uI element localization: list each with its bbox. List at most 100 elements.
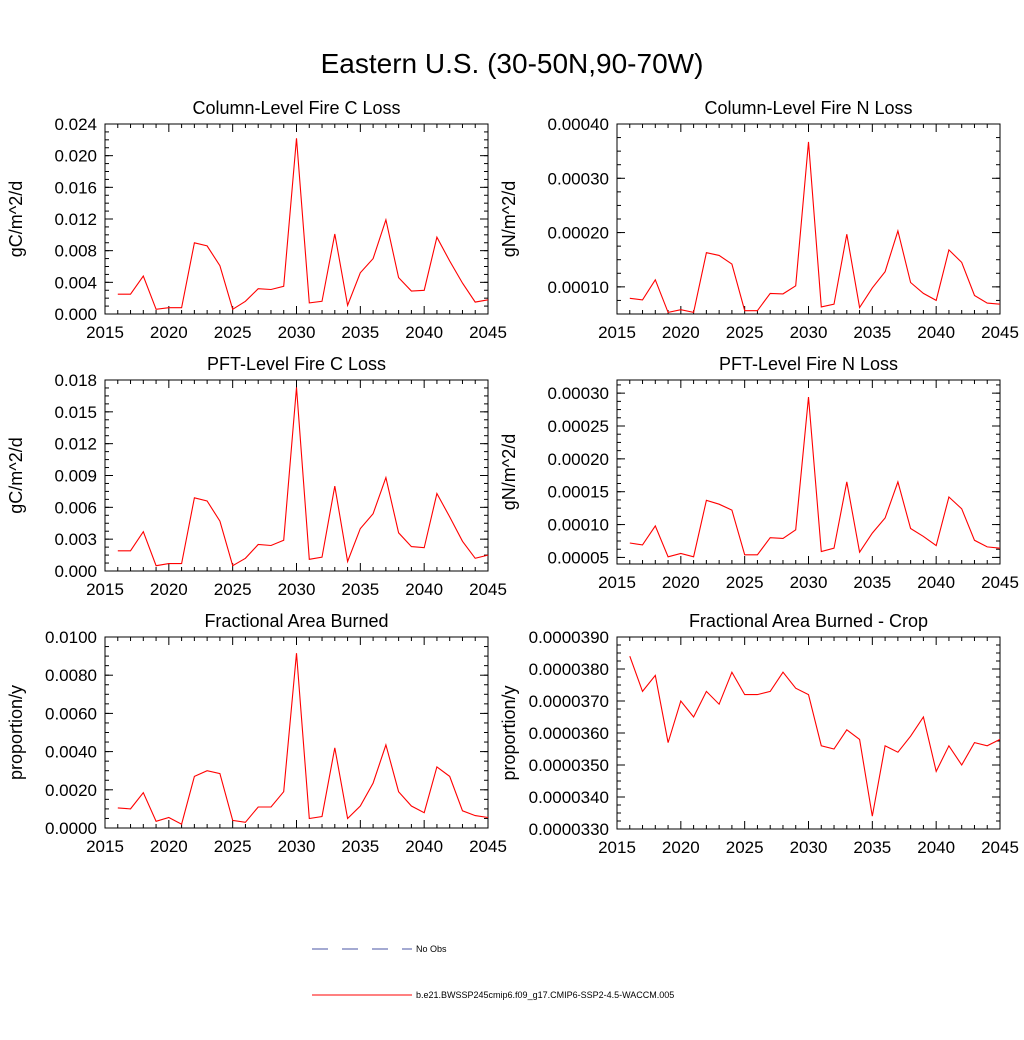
x-tick-label: 2040 — [405, 580, 443, 599]
y-tick-label: 0.012 — [54, 210, 97, 229]
plot-frame — [104, 123, 489, 315]
chart-title: Fractional Area Burned - Crop — [689, 611, 928, 631]
x-tick-label: 2020 — [662, 323, 700, 342]
plot-frame — [616, 379, 1001, 565]
x-tick-label: 2015 — [598, 323, 636, 342]
chart-title: PFT-Level Fire C Loss — [207, 354, 386, 374]
y-tick-label: 0.00030 — [548, 169, 609, 188]
y-tick-label: 0.0000360 — [529, 724, 609, 743]
plot-frame — [616, 123, 1001, 315]
y-tick-label: 0.0100 — [45, 628, 97, 647]
chart-panel-pft-fire-c-loss: 2015 2020 2025 2030 2035 2040 2045 0.000 0.003 0.… — [6, 354, 507, 599]
x-tick-label: 2035 — [341, 323, 379, 342]
x-tick-label: 2020 — [150, 580, 188, 599]
x-tick-label: 2015 — [86, 837, 124, 856]
y-axis-label: gC/m^2/d — [6, 437, 26, 513]
x-tick-label: 2020 — [150, 323, 188, 342]
legend-label-series: b.e21.BWSSP245cmip6.f09_g17.CMIP6-SSP2-4… — [416, 990, 674, 1000]
main-title: Eastern U.S. (30-50N,90-70W) — [320, 48, 704, 79]
y-tick-label: 0.00020 — [548, 450, 609, 469]
y-tick-label: 0.00005 — [548, 548, 609, 567]
y-axis-label: proportion/y — [6, 685, 26, 780]
chart-title: Column-Level Fire C Loss — [192, 98, 400, 118]
y-tick-label: 0.0000350 — [529, 756, 609, 775]
y-tick-label: 0.009 — [54, 467, 97, 486]
x-tick-label: 2025 — [214, 837, 252, 856]
x-tick-label: 2030 — [790, 323, 828, 342]
y-tick-label: 0.020 — [54, 147, 97, 166]
y-tick-label: 0.024 — [54, 115, 97, 134]
y-tick-label: 0.0060 — [45, 704, 97, 723]
x-tick-label: 2035 — [853, 573, 891, 592]
chart-panel-frac-area-burned: 2015 2020 2025 2030 2035 2040 2045 0.0000 0.0020… — [6, 611, 507, 856]
y-tick-label: 0.006 — [54, 498, 97, 517]
x-tick-label: 2025 — [214, 580, 252, 599]
x-tick-label: 2020 — [662, 573, 700, 592]
x-tick-label: 2025 — [726, 323, 764, 342]
x-tick-label: 2025 — [214, 323, 252, 342]
chart-title: Fractional Area Burned — [204, 611, 388, 631]
y-tick-label: 0.016 — [54, 178, 97, 197]
x-tick-label: 2035 — [341, 580, 379, 599]
plot-frame — [104, 636, 489, 829]
series-line — [117, 138, 489, 311]
series-line — [629, 656, 1001, 817]
x-tick-label: 2045 — [981, 838, 1019, 857]
series-line — [117, 653, 489, 826]
x-tick-label: 2030 — [278, 837, 316, 856]
legend-item-no-obs: No Obs — [312, 944, 447, 954]
x-tick-label: 2045 — [981, 323, 1019, 342]
x-tick-label: 2030 — [790, 573, 828, 592]
x-tick-label: 2035 — [853, 838, 891, 857]
y-tick-label: 0.015 — [54, 403, 97, 422]
y-tick-label: 0.012 — [54, 435, 97, 454]
x-tick-label: 2040 — [917, 573, 955, 592]
y-tick-label: 0.00010 — [548, 278, 609, 297]
x-tick-label: 2035 — [853, 323, 891, 342]
y-tick-label: 0.00030 — [548, 384, 609, 403]
y-tick-label: 0.00015 — [548, 483, 609, 502]
y-tick-label: 0.0080 — [45, 666, 97, 685]
legend-label-no-obs: No Obs — [416, 944, 447, 954]
y-tick-label: 0.0000330 — [529, 820, 609, 839]
x-tick-label: 2020 — [150, 837, 188, 856]
y-axis-label: gN/m^2/d — [499, 434, 519, 510]
legend: No Obs b.e21.BWSSP245cmip6.f09_g17.CMIP6… — [312, 944, 674, 1000]
series-line — [117, 387, 489, 567]
y-tick-label: 0.0000390 — [529, 628, 609, 647]
y-tick-label: 0.003 — [54, 530, 97, 549]
plot-frame — [104, 379, 489, 572]
chart-title: PFT-Level Fire N Loss — [719, 354, 898, 374]
y-tick-label: 0.00010 — [548, 516, 609, 535]
chart-panel-pft-fire-n-loss: 2015 2020 2025 2030 2035 2040 2045 0.00005 0.000… — [499, 354, 1019, 592]
x-tick-label: 2020 — [662, 838, 700, 857]
y-tick-label: 0.0040 — [45, 743, 97, 762]
x-tick-label: 2040 — [917, 838, 955, 857]
series-line — [629, 397, 1001, 558]
y-tick-label: 0.004 — [54, 273, 97, 292]
y-tick-label: 0.0020 — [45, 781, 97, 800]
x-tick-label: 2045 — [469, 580, 507, 599]
plot-frame — [616, 636, 1001, 830]
x-tick-label: 2015 — [86, 580, 124, 599]
y-tick-label: 0.00025 — [548, 417, 609, 436]
x-tick-label: 2015 — [86, 323, 124, 342]
x-tick-label: 2025 — [726, 573, 764, 592]
y-axis-label: proportion/y — [499, 685, 519, 780]
x-tick-label: 2045 — [981, 573, 1019, 592]
x-tick-label: 2045 — [469, 837, 507, 856]
x-tick-label: 2030 — [278, 580, 316, 599]
x-tick-label: 2035 — [341, 837, 379, 856]
y-tick-label: 0.000 — [54, 305, 97, 324]
y-tick-label: 0.00040 — [548, 115, 609, 134]
x-tick-label: 2040 — [405, 837, 443, 856]
x-tick-label: 2015 — [598, 838, 636, 857]
x-tick-label: 2040 — [917, 323, 955, 342]
x-tick-label: 2030 — [790, 838, 828, 857]
chart-panel-frac-area-burned-crop: 2015 2020 2025 2030 2035 2040 2045 0.0000330 0.0… — [499, 611, 1019, 857]
y-tick-label: 0.00020 — [548, 224, 609, 243]
y-tick-label: 0.0000380 — [529, 660, 609, 679]
y-tick-label: 0.0000 — [45, 819, 97, 838]
x-tick-label: 2040 — [405, 323, 443, 342]
